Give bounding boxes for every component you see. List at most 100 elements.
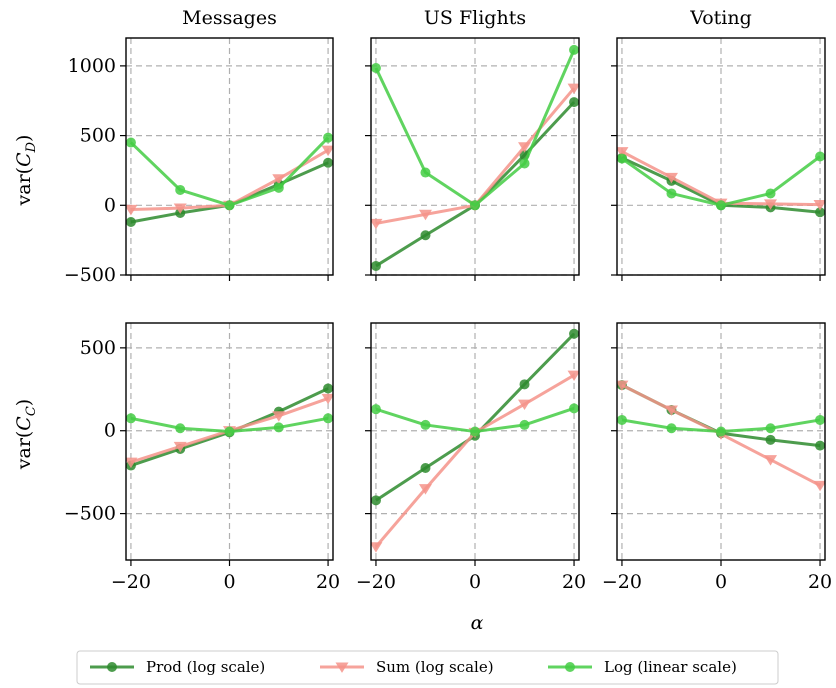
series-group	[371, 44, 579, 271]
panel-title: Voting	[689, 7, 752, 29]
x-tick-label: −20	[111, 571, 151, 593]
y-tick-label: 1000	[68, 55, 116, 77]
point-prod	[519, 379, 530, 390]
point-log	[716, 200, 726, 211]
point-sum	[567, 83, 579, 95]
point-log	[470, 426, 480, 437]
point-log	[420, 419, 431, 430]
point-sum	[664, 405, 678, 416]
point-log	[815, 414, 825, 425]
point-log	[126, 137, 136, 148]
point-log	[569, 403, 579, 414]
panel-1-2: −20 0 20	[602, 322, 832, 593]
point-sum	[321, 393, 333, 405]
point-prod	[323, 157, 333, 168]
point-sum	[518, 399, 532, 411]
legend-label: Prod (log scale)	[146, 658, 265, 676]
point-log	[765, 423, 776, 434]
point-log	[371, 404, 381, 415]
point-log	[420, 167, 431, 178]
panel-1-1: −20 0 20	[356, 322, 586, 593]
point-sum	[173, 203, 187, 214]
point-log	[126, 413, 136, 424]
point-sum	[126, 204, 138, 216]
x-tick-label: −20	[356, 571, 396, 593]
point-sum	[764, 199, 778, 210]
point-log	[519, 419, 530, 430]
x-axis-label: α	[471, 612, 484, 634]
point-log	[569, 44, 579, 55]
x-tick-label: 20	[808, 571, 832, 593]
point-sum	[664, 172, 678, 184]
series-group	[371, 328, 579, 553]
point-prod	[569, 328, 579, 339]
point-log	[617, 153, 627, 164]
panel-0-1: US Flights	[365, 7, 580, 281]
point-prod	[323, 383, 333, 394]
point-sum	[418, 209, 432, 221]
ylabel-row-1: var(CC)	[13, 399, 39, 470]
panel-0-0: 1000 500 0 −500 Messages	[64, 7, 334, 286]
legend-item-prod: Prod (log scale)	[90, 658, 265, 676]
point-prod	[420, 463, 431, 474]
legend-marker	[565, 662, 575, 672]
point-prod	[371, 495, 381, 506]
point-log	[815, 151, 825, 162]
point-sum	[418, 484, 432, 495]
point-log	[175, 423, 186, 434]
y-tick-label: 500	[80, 337, 116, 359]
point-log	[273, 182, 284, 193]
row-labels: var(CD) var(CC)	[13, 135, 39, 471]
point-log	[323, 132, 333, 143]
point-prod	[765, 434, 776, 445]
x-tick-label: 0	[223, 571, 235, 593]
panel-title: US Flights	[424, 7, 526, 29]
ylabel-row-0: var(CD)	[13, 135, 39, 207]
y-tick-label: −500	[64, 503, 116, 525]
point-log	[224, 200, 235, 211]
point-log	[765, 188, 776, 199]
x-tick-label: 20	[562, 571, 586, 593]
point-sum	[371, 218, 383, 230]
legend-item-log: Log (linear scale)	[548, 658, 737, 676]
panel-0-2: Voting	[611, 7, 826, 281]
x-tick-label: −20	[602, 571, 642, 593]
x-tick-label: 0	[469, 571, 481, 593]
point-log	[617, 414, 627, 425]
point-log	[519, 158, 530, 169]
point-log	[371, 62, 381, 73]
series-group	[126, 132, 333, 228]
point-sum	[617, 147, 629, 158]
point-sum	[272, 411, 286, 422]
point-prod	[371, 260, 381, 271]
point-prod	[815, 440, 825, 451]
point-prod	[126, 217, 136, 228]
point-sum	[567, 370, 579, 382]
legend-item-sum: Sum (log scale)	[320, 658, 494, 676]
point-log	[470, 200, 480, 211]
x-tick-label: 20	[316, 571, 340, 593]
point-prod	[815, 207, 825, 218]
panel-title: Messages	[182, 7, 277, 29]
legend-marker	[335, 662, 349, 673]
point-sum	[813, 480, 825, 492]
point-prod	[420, 230, 431, 241]
point-sum	[617, 380, 629, 392]
legend-box	[76, 650, 779, 685]
point-sum	[371, 542, 383, 553]
point-log	[175, 184, 186, 195]
y-tick-label: 0	[104, 420, 116, 442]
point-sum	[764, 455, 778, 466]
point-log	[716, 426, 726, 437]
legend-label: Log (linear scale)	[604, 658, 737, 676]
panel-1-0: −20 0 20 500 0 −500	[64, 322, 340, 593]
series-group	[617, 380, 825, 492]
x-tick-label: 0	[715, 571, 727, 593]
legend-label: Sum (log scale)	[376, 658, 494, 676]
panels-layer: 1000 500 0 −500 Messages US Flights Voting −20 0…	[64, 7, 832, 593]
y-tick-label: −500	[64, 264, 116, 286]
point-sum	[272, 174, 286, 185]
point-log	[273, 422, 284, 433]
point-log	[224, 426, 235, 437]
